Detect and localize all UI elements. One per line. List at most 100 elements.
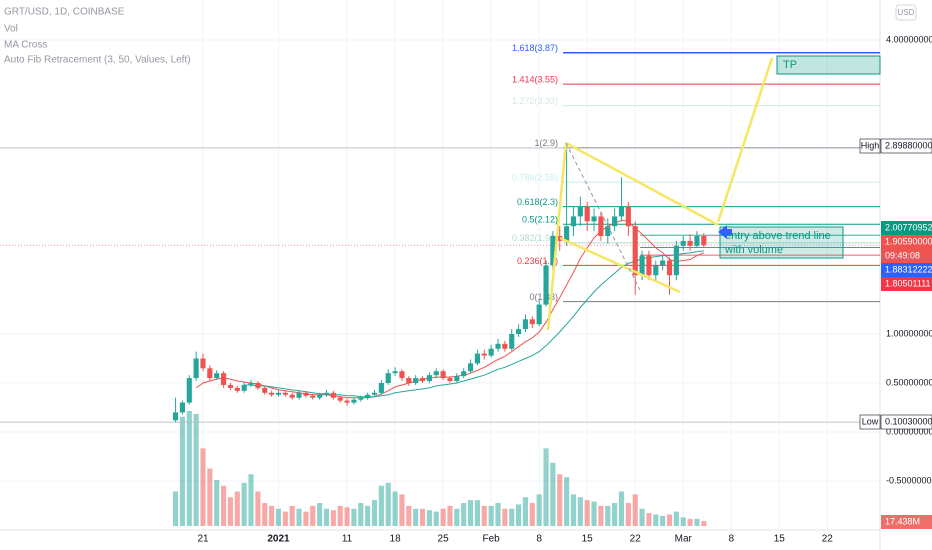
candle-body xyxy=(516,329,522,334)
candle-body xyxy=(419,378,426,382)
volume-bar xyxy=(399,494,405,526)
volume-bar xyxy=(330,510,336,526)
x-tick-label: 15 xyxy=(774,534,786,545)
volume-bar xyxy=(172,491,179,526)
trend-line xyxy=(716,57,774,223)
tp-box xyxy=(776,55,881,75)
volume-bar xyxy=(317,503,323,526)
candle-body xyxy=(433,371,439,376)
candle-body xyxy=(440,371,446,379)
candle-body xyxy=(687,240,693,246)
volume-bar xyxy=(454,508,460,526)
candle-body xyxy=(392,371,398,374)
candle-body xyxy=(317,394,323,398)
volume-bar xyxy=(426,510,432,526)
volume-bar xyxy=(289,505,295,526)
currency-box[interactable] xyxy=(895,4,917,21)
volume-bar xyxy=(481,505,487,526)
volume-bar xyxy=(598,505,604,526)
candle-body xyxy=(625,206,631,227)
currency[interactable]: USD xyxy=(898,8,915,17)
candle-body xyxy=(701,236,707,246)
candle-body xyxy=(598,216,604,236)
candle-body xyxy=(303,392,309,396)
price-label-box xyxy=(881,235,932,249)
entry-label: entry above trend line xyxy=(725,230,831,242)
fib-label: 0.618(2.3) xyxy=(517,197,558,207)
volume-bar xyxy=(392,491,398,526)
volume-bar xyxy=(385,482,391,526)
candle-body xyxy=(413,378,419,383)
candle-body xyxy=(646,255,652,276)
y-tick-label: 0.50000000 xyxy=(886,377,932,387)
price-label: 1.88312222 xyxy=(885,264,932,274)
candle-body xyxy=(474,353,480,364)
candle-body xyxy=(694,236,700,246)
volume-bar xyxy=(358,503,364,526)
volume-bar xyxy=(337,505,343,526)
volume-bar xyxy=(227,497,234,526)
price-label: 2.00770952 xyxy=(885,222,932,232)
volume-bar xyxy=(221,485,227,526)
candle-body xyxy=(502,343,508,349)
price-label: 1.80501111 xyxy=(885,278,931,288)
volume-bar xyxy=(591,501,597,526)
candle-body xyxy=(495,343,501,349)
candle-body xyxy=(564,226,570,241)
fib-label: 1(2.9) xyxy=(534,138,558,148)
x-tick-label: 8 xyxy=(728,534,734,545)
volume-bar xyxy=(605,505,611,526)
volume-bar xyxy=(632,494,638,526)
price-tag-box xyxy=(859,138,881,154)
price-label-box xyxy=(880,414,932,430)
volume-bar xyxy=(419,508,426,526)
countdown: 09:49:08 xyxy=(885,250,920,260)
volume-bar xyxy=(488,505,494,526)
candle-body xyxy=(461,371,467,377)
x-tick-label: 18 xyxy=(390,534,402,545)
candle-body xyxy=(200,358,206,369)
volume-bar xyxy=(323,508,330,526)
price-tag-box xyxy=(859,414,881,430)
candle-body xyxy=(406,378,412,383)
candle-body xyxy=(262,387,268,393)
entry-label: with volume xyxy=(724,244,783,256)
arrow xyxy=(718,225,732,239)
price-label-box xyxy=(881,263,932,277)
volume-bar xyxy=(666,514,673,526)
volume-bar xyxy=(550,462,556,526)
candle-body xyxy=(467,363,474,372)
volume-bar xyxy=(234,491,240,526)
volume-bar xyxy=(495,503,501,526)
volume-bar xyxy=(694,518,700,526)
volume-bar xyxy=(351,508,357,526)
volume-bar xyxy=(269,505,275,526)
candle-body xyxy=(371,392,378,395)
y-tick-label: 1.00000000 xyxy=(886,328,932,338)
volume-bar xyxy=(577,497,583,526)
volume-bar xyxy=(570,494,577,526)
candle-body xyxy=(481,353,487,356)
legend-vol: Vol xyxy=(4,24,18,35)
volume-bar xyxy=(536,494,542,526)
candle-body xyxy=(385,373,391,383)
y-tick-label: -0.50000000 xyxy=(886,475,932,485)
trend-line xyxy=(546,142,568,331)
volume-bar xyxy=(406,505,412,526)
volume-bar xyxy=(625,503,631,526)
volume-bar xyxy=(241,482,247,526)
y-tick-label: 0.00000000 xyxy=(886,426,932,436)
y-tick-label: 4.00000000 xyxy=(886,34,932,44)
volume-bar xyxy=(584,500,590,526)
candle-body xyxy=(591,216,597,222)
legend-symbol: GRT/USD, 1D, COINBASE xyxy=(4,7,125,18)
candle-body xyxy=(269,392,275,395)
entry-box xyxy=(719,226,844,259)
x-tick-label: 2021 xyxy=(267,534,290,545)
volume-bar xyxy=(365,505,371,526)
volume-bar xyxy=(275,508,282,526)
candle-body xyxy=(289,394,295,398)
candle-body xyxy=(618,206,625,217)
candle-body xyxy=(605,226,611,236)
